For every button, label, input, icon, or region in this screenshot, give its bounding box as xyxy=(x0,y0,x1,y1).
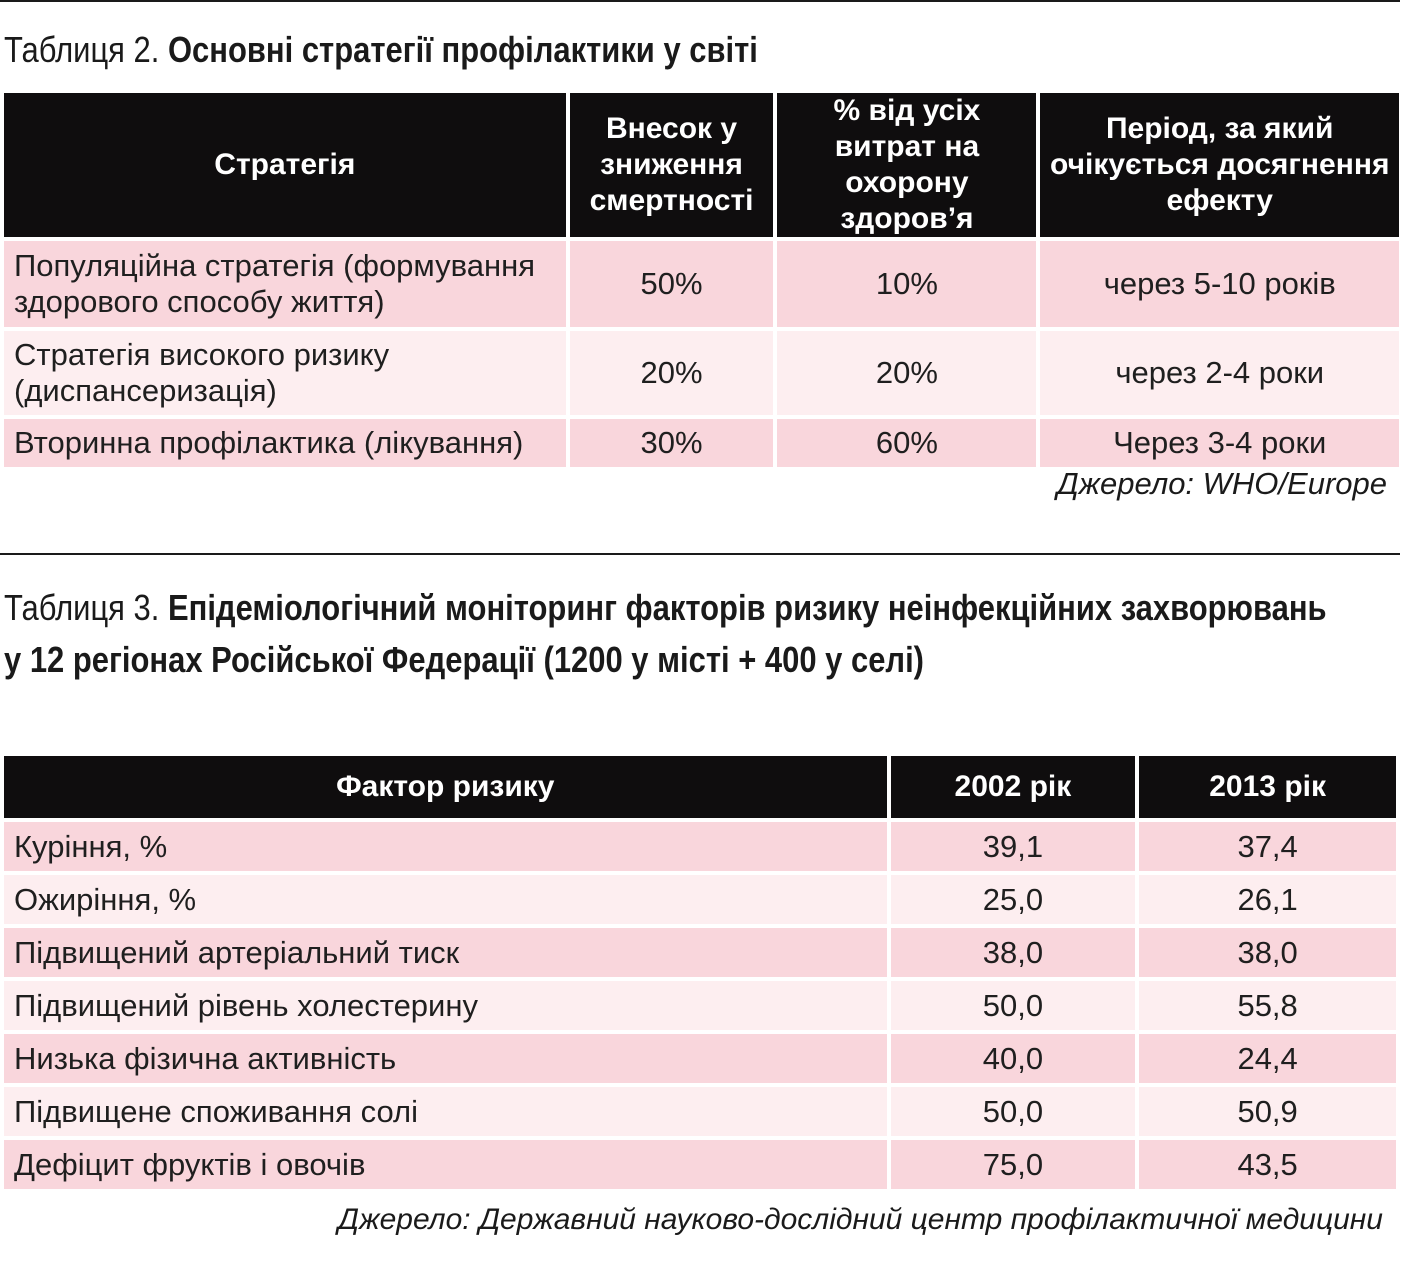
table3-cell-2002: 75,0 xyxy=(890,1140,1136,1189)
table-row: Дефіцит фруктів і овочів 75,0 43,5 xyxy=(4,1140,1396,1189)
table3-cell-2013: 26,1 xyxy=(1139,875,1396,924)
table3-cell-2002: 50,0 xyxy=(890,1087,1136,1136)
table3-caption-title: Епідеміологічний моніторинг факторів риз… xyxy=(4,587,1327,680)
table-row: Низька фізична активність 40,0 24,4 xyxy=(4,1034,1396,1083)
table-row: Вторинна профілактика (лікування) 30% 60… xyxy=(4,419,1399,467)
table3-caption-number: Таблиця 3. xyxy=(4,587,160,628)
table2-cell-costs: 10% xyxy=(777,241,1037,327)
table2-cell-mortality: 30% xyxy=(569,419,774,467)
table3-cell-2002: 40,0 xyxy=(890,1034,1136,1083)
top-rule xyxy=(0,0,1400,2)
table-row: Куріння, % 39,1 37,4 xyxy=(4,822,1396,871)
table3-source: Джерело: Державний науково-дослідний цен… xyxy=(337,1203,1383,1236)
table3-cell-factor: Дефіцит фруктів і овочів xyxy=(4,1140,887,1189)
table2-cell-period: через 5-10 років xyxy=(1040,241,1399,327)
table2-header-strategy: Стратегія xyxy=(4,93,566,237)
table2-header-row: Стратегія Внесок у зниження смертності %… xyxy=(4,93,1399,237)
table3-cell-factor: Ожиріння, % xyxy=(4,875,887,924)
table2-cell-period: через 2-4 роки xyxy=(1040,331,1399,415)
table2-cell-strategy: Стратегія високого ризику (диспансеризац… xyxy=(4,331,566,415)
table3-header-2002: 2002 рік xyxy=(890,756,1136,818)
table3-cell-2002: 38,0 xyxy=(890,928,1136,977)
table2-source: Джерело: WHO/Europe xyxy=(1056,466,1387,501)
table3-caption: Таблиця 3. Епідеміологічний моніторинг ф… xyxy=(4,582,1346,686)
table2-cell-costs: 60% xyxy=(777,419,1037,467)
table3-cell-2013: 50,9 xyxy=(1139,1087,1396,1136)
table3-cell-factor: Підвищене споживання солі xyxy=(4,1087,887,1136)
table2-cell-mortality: 50% xyxy=(569,241,774,327)
table3-cell-2013: 38,0 xyxy=(1139,928,1396,977)
table2-cell-strategy: Вторинна профілактика (лікування) xyxy=(4,419,566,467)
table3-cell-2013: 24,4 xyxy=(1139,1034,1396,1083)
table-row: Ожиріння, % 25,0 26,1 xyxy=(4,875,1396,924)
table-row: Стратегія високого ризику (диспансеризац… xyxy=(4,331,1399,415)
table3-cell-factor: Підвищений артеріальний тиск xyxy=(4,928,887,977)
table3-cell-2013: 55,8 xyxy=(1139,981,1396,1030)
table3-cell-factor: Підвищений рівень холестерину xyxy=(4,981,887,1030)
table2-cell-strategy: Популяційна стратегія (формування здоров… xyxy=(4,241,566,327)
table2-caption-number: Таблиця 2. xyxy=(4,29,160,70)
table3-cell-2013: 37,4 xyxy=(1139,822,1396,871)
table-row: Підвищений рівень холестерину 50,0 55,8 xyxy=(4,981,1396,1030)
table2-cell-period: Через 3-4 роки xyxy=(1040,419,1399,467)
table3-header-2013: 2013 рік xyxy=(1139,756,1396,818)
table2-header-costs: % від усіх витрат на охорону здоров’я xyxy=(777,93,1037,237)
table3-cell-factor: Низька фізична активність xyxy=(4,1034,887,1083)
table2-header-mortality: Внесок у зниження смертності xyxy=(569,93,774,237)
table3-cell-2002: 25,0 xyxy=(890,875,1136,924)
section-divider xyxy=(0,553,1400,555)
table-row: Популяційна стратегія (формування здоров… xyxy=(4,241,1399,327)
table3-header-factor: Фактор ризику xyxy=(4,756,887,818)
table2-caption: Таблиця 2. Основні стратегії профілактик… xyxy=(4,24,1380,76)
table3-cell-factor: Куріння, % xyxy=(4,822,887,871)
table3-cell-2013: 43,5 xyxy=(1139,1140,1396,1189)
table2-cell-mortality: 20% xyxy=(569,331,774,415)
table-row: Підвищений артеріальний тиск 38,0 38,0 xyxy=(4,928,1396,977)
table2: Стратегія Внесок у зниження смертності %… xyxy=(0,89,1403,471)
table3-cell-2002: 39,1 xyxy=(890,822,1136,871)
table2-header-period: Період, за який очікується досягнення еф… xyxy=(1040,93,1399,237)
table-row: Підвищене споживання солі 50,0 50,9 xyxy=(4,1087,1396,1136)
table3-cell-2002: 50,0 xyxy=(890,981,1136,1030)
table2-caption-title: Основні стратегії профілактики у світі xyxy=(167,29,758,70)
table3-header-row: Фактор ризику 2002 рік 2013 рік xyxy=(4,756,1396,818)
table2-cell-costs: 20% xyxy=(777,331,1037,415)
table3: Фактор ризику 2002 рік 2013 рік Куріння,… xyxy=(0,752,1400,1193)
